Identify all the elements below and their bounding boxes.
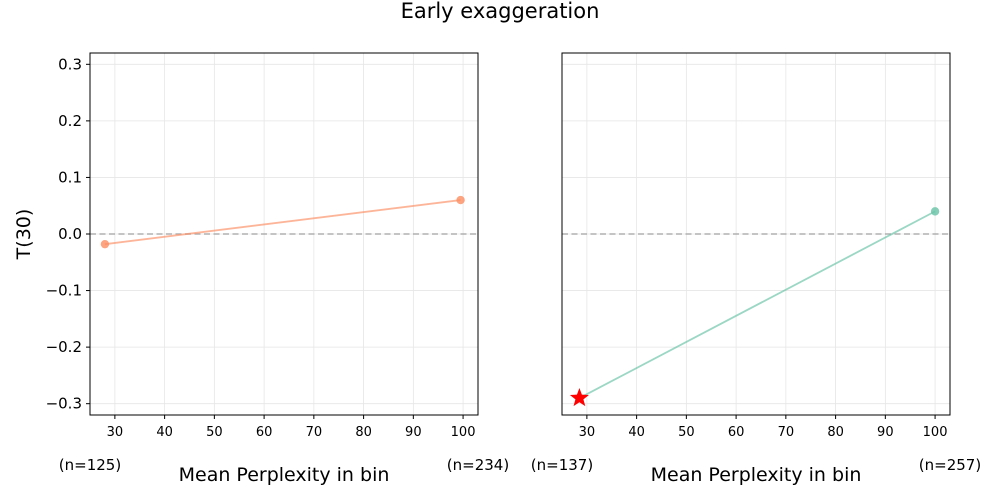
x-tick-label-5: 80 [827, 425, 844, 440]
x-tick-label-1: 40 [628, 425, 645, 440]
data-point-1 [456, 195, 465, 205]
x-tick-label-6: 90 [877, 425, 894, 440]
x-tick-label-6: 90 [405, 425, 422, 440]
x-axis-label: Mean Perplexity in bin [179, 464, 390, 486]
bin-count-label-1: (n=234) [447, 456, 509, 474]
bin-count-label-0: (n=125) [59, 456, 121, 474]
x-tick-label-4: 70 [778, 425, 795, 440]
panels: 30 40 50 60 70 80 90 100 −0.3 −0.2 −0.1 0.0 0.1 0.2 0.… [13, 52, 981, 486]
x-tick-label-3: 60 [728, 425, 745, 440]
x-axis-label: Mean Perplexity in bin [651, 464, 862, 486]
x-tick-label-2: 50 [206, 425, 223, 440]
x-tick-label-5: 80 [355, 425, 372, 440]
x-tick-label-0: 30 [107, 425, 124, 440]
y-axis-label: T(30) [13, 209, 35, 261]
data-point-0 [100, 239, 110, 249]
y-tick-label-6: 0.3 [58, 55, 82, 73]
y-tick-label-0: −0.3 [46, 395, 82, 413]
y-tick-label-1: −0.2 [46, 338, 82, 356]
bin-count-label-0: (n=137) [531, 456, 593, 474]
x-tick-label-0: 30 [579, 425, 596, 440]
x-tick-label-7: 100 [451, 425, 476, 440]
y-tick-label-3: 0.0 [58, 225, 82, 243]
chart-panel-2: 30 40 50 60 70 80 90 100 Mean Perplexity in bin (… [531, 52, 981, 486]
y-tick-label-4: 0.1 [58, 168, 82, 186]
data-point-1 [930, 207, 940, 216]
x-tick-label-1: 40 [156, 425, 173, 440]
axes-frame [561, 52, 951, 416]
highlight-star-marker [569, 388, 589, 407]
x-tick-label-4: 70 [306, 425, 323, 440]
y-tick-label-5: 0.2 [58, 112, 82, 130]
series-line-0 [578, 210, 936, 399]
x-tick-label-3: 60 [256, 425, 273, 440]
chart-panel-1: 30 40 50 60 70 80 90 100 −0.3 −0.2 −0.1 0.0 0.1 0.2 0.… [13, 52, 509, 486]
y-tick-label-2: −0.1 [46, 282, 82, 300]
series-line-0 [104, 199, 461, 246]
figure-title: Early exaggeration [401, 0, 600, 23]
x-tick-label-2: 50 [678, 425, 695, 440]
x-tick-label-7: 100 [923, 425, 948, 440]
bin-count-label-1: (n=257) [919, 456, 981, 474]
